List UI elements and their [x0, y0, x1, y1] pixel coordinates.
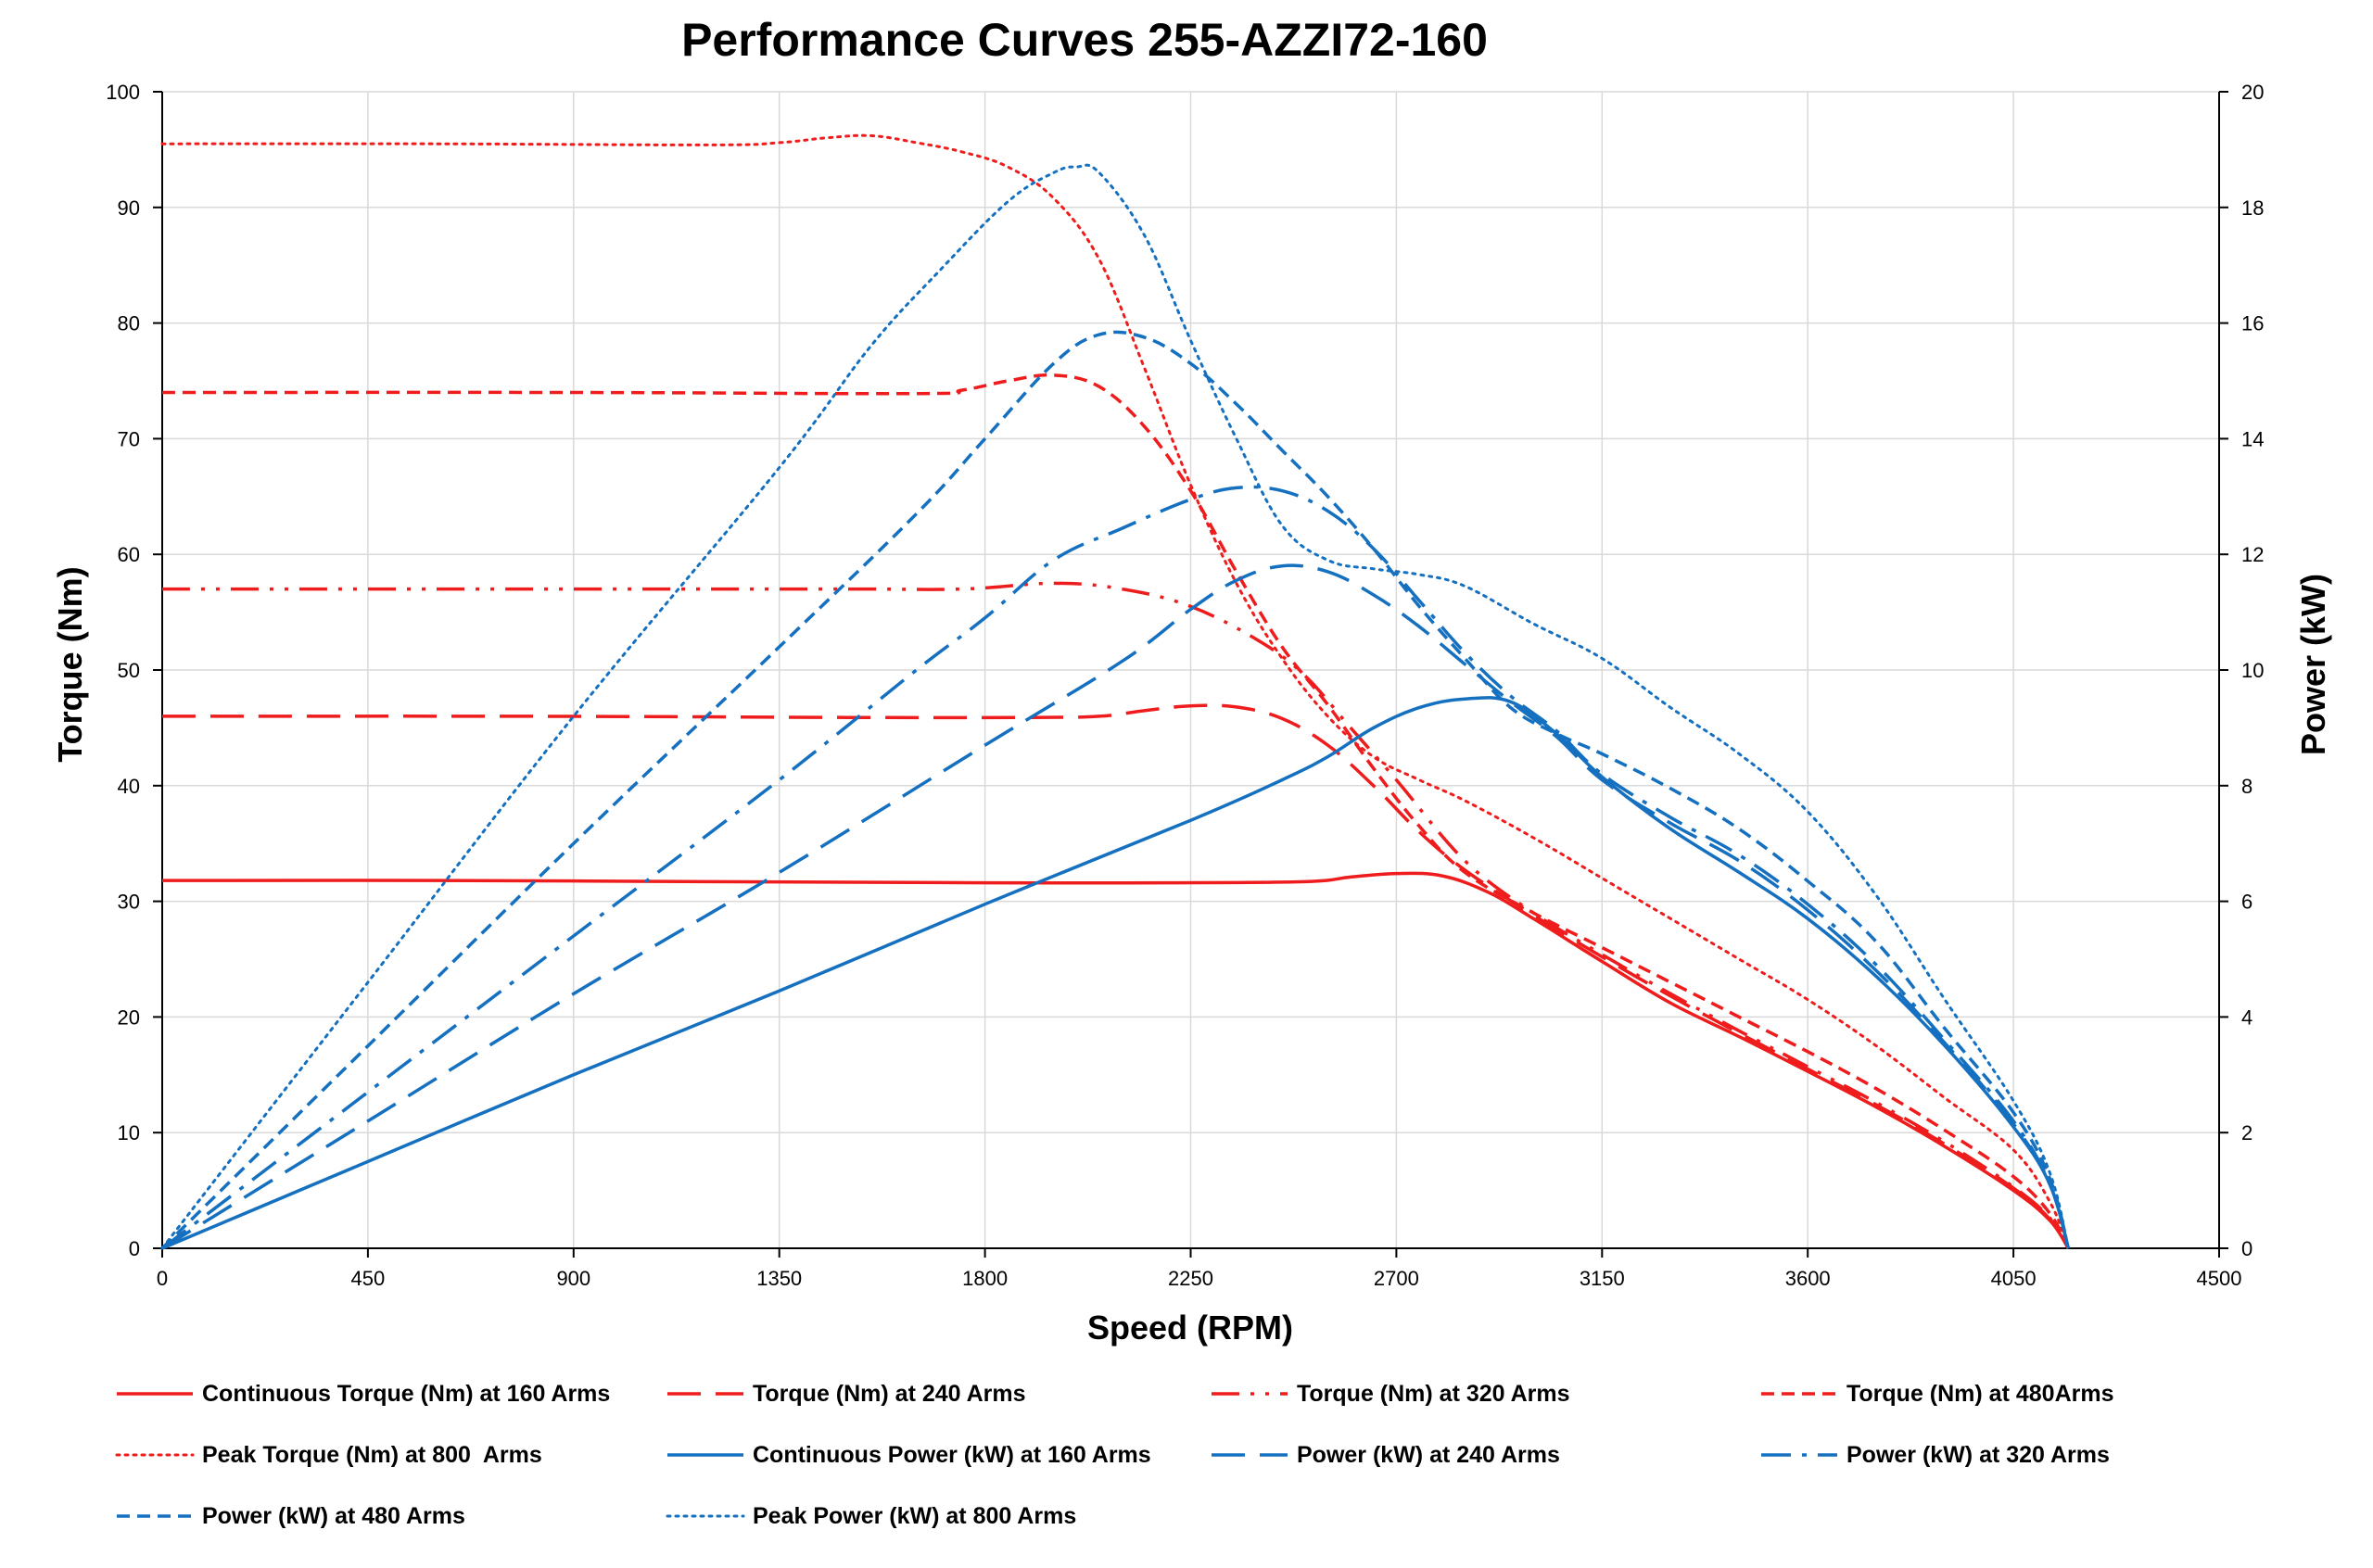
- y2-tick-label: 12: [2241, 543, 2264, 566]
- x-tick-label: 1350: [756, 1267, 802, 1290]
- y-tick-label: 70: [118, 427, 140, 450]
- legend-label: Continuous Power (kW) at 160 Arms: [753, 1442, 1151, 1468]
- series-line-2: [161, 703, 2070, 1249]
- x-tick-label: 2700: [1374, 1267, 1419, 1290]
- series-line-9: [160, 330, 2070, 1250]
- legend-label: Continuous Torque (Nm) at 160 Arms: [202, 1381, 610, 1407]
- y-axis-title: Torque (Nm): [51, 566, 89, 762]
- series-line-3: [161, 581, 2070, 1249]
- legend-label: Power (kW) at 480 Arms: [202, 1503, 465, 1529]
- legend: Continuous Torque (Nm) at 160 Arms Torque…: [115, 1381, 2114, 1529]
- legend-item: Peak Torque (Nm) at 800 Arms: [115, 1442, 542, 1468]
- y-tick-label: 80: [118, 312, 140, 335]
- y2-tick-label: 14: [2241, 427, 2264, 450]
- tick-labels: 0 450 900 1350 1800 2250 2700 3150 3600 4050 45000…: [106, 81, 2264, 1290]
- x-tick-label: 4050: [1991, 1267, 2037, 1290]
- x-tick-label: 0: [157, 1267, 168, 1290]
- legend-label: Power (kW) at 240 Arms: [1297, 1442, 1560, 1468]
- legend-item: Torque (Nm) at 480Arms: [1761, 1381, 2114, 1407]
- chart-title: Performance Curves 255-AZZI72-160: [681, 14, 1488, 66]
- legend-label: Peak Torque (Nm) at 800 Arms: [202, 1442, 542, 1468]
- legend-item: Power (kW) at 320 Arms: [1761, 1442, 2110, 1468]
- x-tick-label: 900: [556, 1267, 590, 1290]
- series-line-1: [161, 871, 2070, 1249]
- y2-tick-label: 2: [2241, 1121, 2252, 1144]
- y-tick-label: 0: [129, 1237, 140, 1260]
- y-tick-label: 100: [106, 81, 140, 104]
- x-tick-label: 4500: [2197, 1267, 2242, 1290]
- x-tick-label: 3600: [1785, 1267, 1831, 1290]
- y2-tick-label: 20: [2241, 81, 2264, 104]
- y2-tick-label: 6: [2241, 891, 2252, 914]
- data-series: [160, 133, 2070, 1250]
- series-line-5: [160, 133, 2070, 1250]
- y2-tick-label: 0: [2241, 1237, 2252, 1260]
- legend-item: Power (kW) at 240 Arms: [1212, 1442, 1560, 1468]
- legend-label: Torque (Nm) at 240 Arms: [753, 1381, 1026, 1407]
- grid-lines: [162, 91, 2220, 1248]
- legend-item: Power (kW) at 480 Arms: [117, 1503, 465, 1529]
- y2-tick-label: 8: [2241, 775, 2252, 798]
- series-line-7: [161, 563, 2070, 1250]
- y-tick-label: 50: [118, 659, 140, 682]
- y2-axis-title: Power (kW): [2294, 574, 2332, 755]
- legend-label: Torque (Nm) at 480Arms: [1846, 1381, 2114, 1407]
- series-line-8: [160, 485, 2070, 1250]
- series-line-6: [161, 696, 2070, 1250]
- y-tick-label: 60: [118, 543, 140, 566]
- x-axis-title: Speed (RPM): [1087, 1309, 1293, 1347]
- legend-label: Torque (Nm) at 320 Arms: [1297, 1381, 1570, 1407]
- x-tick-label: 1800: [962, 1267, 1008, 1290]
- y2-tick-label: 16: [2241, 312, 2264, 335]
- y-tick-label: 90: [118, 196, 140, 220]
- x-tick-label: 3150: [1580, 1267, 1625, 1290]
- x-tick-label: 2250: [1168, 1267, 1213, 1290]
- legend-item: Torque (Nm) at 240 Arms: [667, 1381, 1026, 1407]
- axes: [153, 91, 2228, 1258]
- legend-item: Torque (Nm) at 320 Arms: [1212, 1381, 1570, 1407]
- y-tick-label: 20: [118, 1005, 140, 1029]
- series-line-4: [161, 373, 2070, 1249]
- legend-label: Power (kW) at 320 Arms: [1846, 1442, 2110, 1468]
- y-tick-label: 10: [118, 1121, 140, 1144]
- y-tick-label: 30: [118, 891, 140, 914]
- y2-tick-label: 10: [2241, 659, 2264, 682]
- legend-item: Continuous Torque (Nm) at 160 Arms: [117, 1381, 610, 1407]
- y2-tick-label: 4: [2241, 1005, 2252, 1029]
- legend-item: Peak Power (kW) at 800 Arms: [666, 1503, 1076, 1529]
- y-tick-label: 40: [118, 775, 140, 798]
- x-tick-label: 450: [351, 1267, 386, 1290]
- y2-tick-label: 18: [2241, 196, 2264, 220]
- legend-label: Peak Power (kW) at 800 Arms: [753, 1503, 1076, 1529]
- series-line-10: [160, 163, 2070, 1250]
- legend-item: Continuous Power (kW) at 160 Arms: [667, 1442, 1151, 1468]
